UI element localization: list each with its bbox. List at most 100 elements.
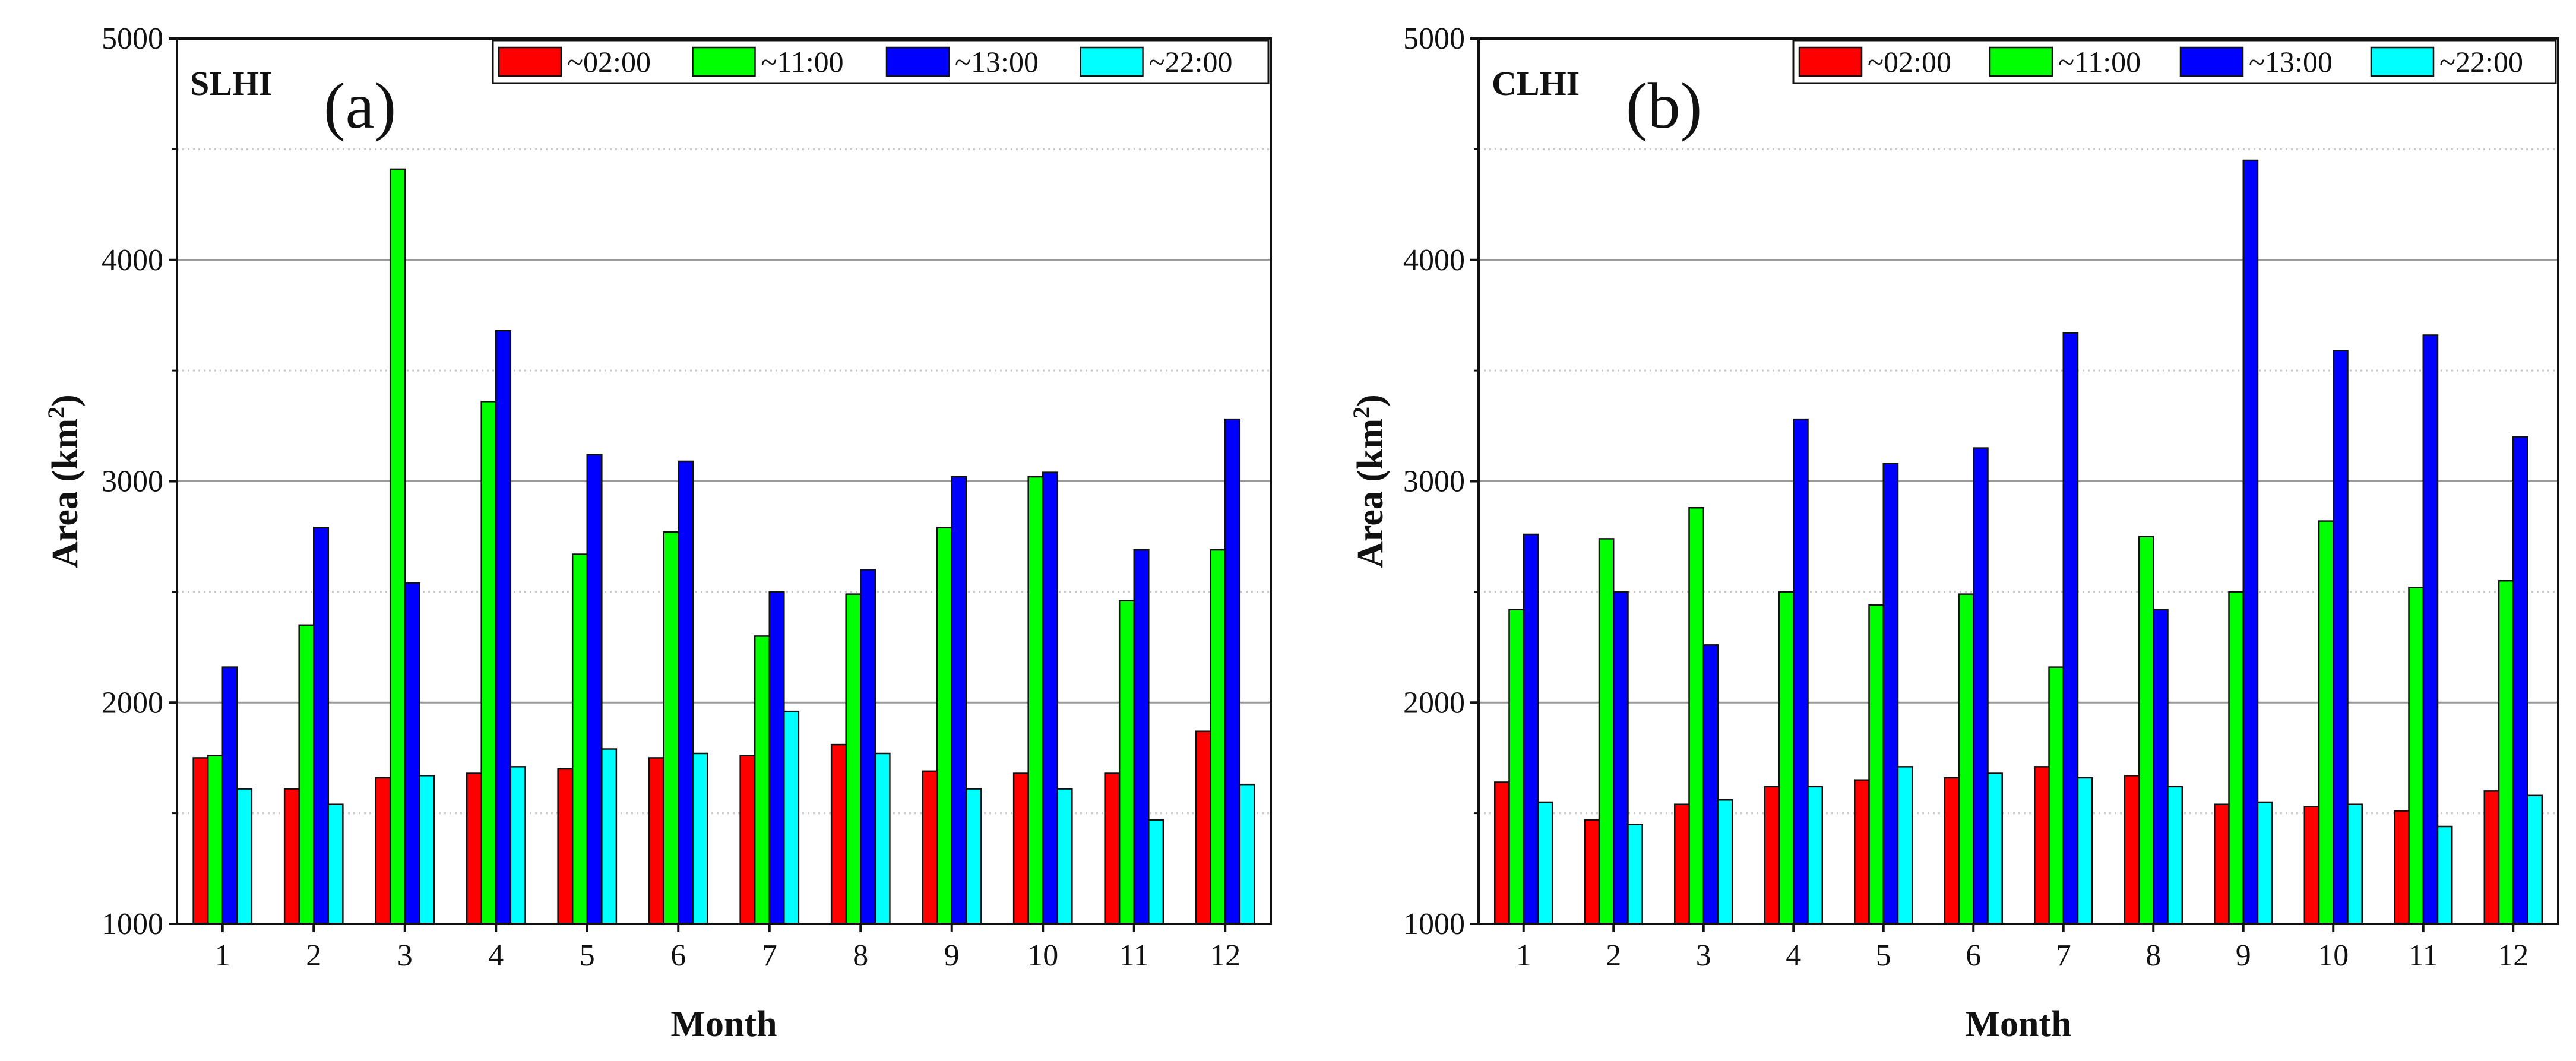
bar <box>1042 471 1059 925</box>
bar <box>783 710 800 925</box>
bar <box>375 777 391 925</box>
legend-label: ~11:00 <box>761 45 844 78</box>
bar <box>2138 536 2154 925</box>
bar <box>601 748 618 925</box>
bar <box>1056 788 1073 925</box>
y-axis-title: Area (km2) <box>43 394 86 568</box>
legend-swatch <box>2370 46 2435 77</box>
y-tick-label: 5000 <box>1403 22 1465 56</box>
legend-label: ~11:00 <box>2058 45 2141 78</box>
legend-swatch <box>1989 46 2053 77</box>
legend-swatch <box>498 46 562 77</box>
bar <box>922 770 938 925</box>
x-tick-label: 9 <box>2236 939 2251 973</box>
legend-swatch <box>1080 46 1144 77</box>
legend-swatch <box>692 46 756 77</box>
bar <box>557 768 574 925</box>
bar <box>830 743 847 925</box>
legend-label: ~22:00 <box>1149 45 1233 78</box>
series-1100 <box>1508 506 2514 925</box>
x-tick-label: 4 <box>488 939 504 973</box>
bar <box>2394 810 2410 925</box>
bar <box>692 752 708 925</box>
bar <box>1882 463 1899 925</box>
bar <box>2048 666 2065 925</box>
series-1300 <box>221 330 1241 925</box>
bar <box>1613 591 1629 925</box>
bar <box>1148 819 1164 925</box>
bar <box>389 168 406 925</box>
x-tick-label: 5 <box>1876 939 1891 973</box>
bar <box>480 401 497 925</box>
x-tick-label: 11 <box>1119 939 1149 973</box>
bar <box>1717 799 1733 925</box>
x-tick-label: 12 <box>1210 939 1240 973</box>
panel-tag: CLHI <box>1492 64 1580 103</box>
bar <box>739 755 756 925</box>
bar <box>966 788 982 925</box>
legend: ~02:00 ~11:00 ~13:00 ~22:00 <box>1792 39 2557 84</box>
bar <box>1987 772 2003 925</box>
bar <box>419 775 435 925</box>
bar <box>2527 794 2543 925</box>
bar <box>1027 476 1044 925</box>
x-tick-label: 6 <box>670 939 686 973</box>
bar <box>951 476 967 925</box>
bar <box>586 454 603 925</box>
bar <box>1674 803 1690 925</box>
bar <box>192 757 209 925</box>
bar <box>2062 332 2079 925</box>
x-tick-label: 9 <box>944 939 960 973</box>
bar <box>1494 781 1510 925</box>
bar <box>207 755 224 925</box>
legend-swatch <box>885 46 950 77</box>
bar <box>1195 730 1211 925</box>
bar <box>1523 533 1539 925</box>
bar <box>1537 801 1553 925</box>
panel-letter: (a) <box>324 69 396 142</box>
bar <box>1239 783 1255 925</box>
series-2200 <box>1537 766 2543 925</box>
bar <box>1584 819 1600 925</box>
bar <box>2228 591 2245 925</box>
y-axis-title: Area (km2) <box>1348 394 1391 568</box>
y-tick-label: 1000 <box>102 907 163 941</box>
bar <box>298 624 315 925</box>
legend-swatch <box>1798 46 1863 77</box>
y-tick-label: 2000 <box>1403 686 1465 720</box>
bar <box>768 591 785 925</box>
y-tick-label: 2000 <box>102 686 163 720</box>
bar <box>313 527 330 925</box>
y-tick-label: 1000 <box>1403 907 1465 941</box>
bar <box>2347 803 2363 925</box>
x-axis-title: Month <box>670 1004 777 1044</box>
x-tick-label: 1 <box>215 939 230 973</box>
bar <box>1868 604 1885 925</box>
bar <box>2167 786 2183 925</box>
bar <box>1118 600 1135 925</box>
bar <box>2242 159 2259 925</box>
bar <box>2318 520 2334 925</box>
bar <box>1854 779 1870 925</box>
x-tick-label: 2 <box>306 939 321 973</box>
x-tick-label: 3 <box>397 939 413 973</box>
bar <box>283 788 300 925</box>
bar <box>221 666 238 925</box>
bar <box>1793 418 1809 925</box>
x-tick-label: 10 <box>2318 939 2349 973</box>
bar <box>2408 587 2425 925</box>
bar <box>1764 786 1780 925</box>
x-axis-title: Month <box>1965 1004 2071 1044</box>
x-tick-label: 11 <box>2409 939 2438 973</box>
bar <box>1807 786 1823 925</box>
bar <box>571 553 588 925</box>
x-tick-label: 3 <box>1696 939 1711 973</box>
bar <box>236 788 253 925</box>
bar <box>404 582 420 925</box>
bar <box>2034 766 2050 925</box>
legend-label: ~02:00 <box>567 45 651 78</box>
bar <box>2498 579 2514 925</box>
